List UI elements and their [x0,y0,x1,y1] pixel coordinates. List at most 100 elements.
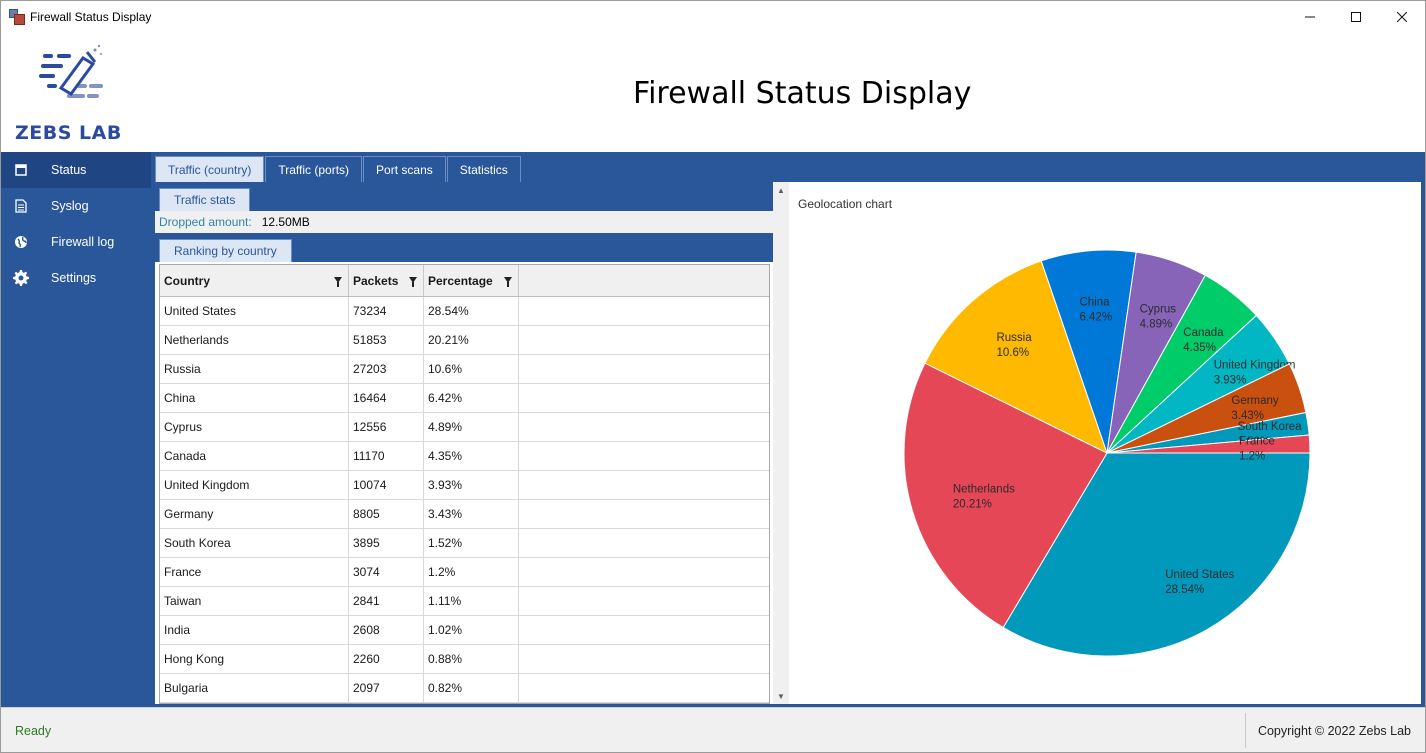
packets-cell: 2260 [349,645,424,673]
vertical-scrollbar[interactable]: ▲ ▼ [773,182,789,704]
table-row[interactable]: Netherlands 51853 20.21% [160,326,769,355]
traffic-panel: Traffic stats Dropped amount: 12.50MB Ra… [155,182,773,704]
percentage-cell: 10.6% [424,355,519,383]
pie-slice-netherlands[interactable] [903,362,1108,629]
percentage-cell: 1.52% [424,529,519,557]
filler-cell [519,529,769,557]
window-controls [1287,1,1425,32]
pie-slice-france[interactable] [1106,434,1311,454]
slice-label: United States [1165,569,1234,581]
copyright-text: Copyright © 2022 Zebs Lab [1257,724,1411,738]
main-area: Traffic (country) Traffic (ports) Port s… [151,152,1425,707]
country-cell: France [160,558,349,586]
pie-slice-russia[interactable] [924,260,1108,454]
tab-traffic-ports[interactable]: Traffic (ports) [265,156,363,182]
table-row[interactable]: Hong Kong 2260 0.88% [160,645,769,674]
slice-label: Netherlands [953,484,1015,496]
slice-percent-label: 10.6% [996,347,1029,359]
country-cell: United Kingdom [160,471,349,499]
slice-label: France [1239,436,1275,448]
maximize-button[interactable] [1333,1,1379,32]
sidebar-item-firewall-log[interactable]: Firewall log [1,224,151,260]
slice-label: Germany [1231,395,1279,407]
logo-text: ZEBS LAB [15,122,122,144]
percentage-cell: 6.42% [424,384,519,412]
percentage-cell: 0.88% [424,645,519,673]
sidebar-item-status[interactable]: Status [1,152,151,188]
percentage-cell: 1.11% [424,587,519,615]
tab-content: Traffic stats Dropped amount: 12.50MB Ra… [155,182,1421,704]
filler-cell [519,297,769,325]
scroll-down-icon[interactable]: ▼ [777,691,785,701]
slice-percent-label: 3.43% [1231,410,1264,422]
slice-label: South Korea [1238,421,1303,433]
packets-cell: 8805 [349,500,424,528]
column-header-label: Country [164,273,210,288]
country-cell: South Korea [160,529,349,557]
column-header-country[interactable]: Country [160,265,349,296]
table-row[interactable]: Germany 8805 3.43% [160,500,769,529]
packets-cell: 16464 [349,384,424,412]
sidebar-item-settings[interactable]: Settings [1,260,151,296]
filter-icon[interactable] [409,277,417,287]
minimize-button[interactable] [1287,1,1333,32]
packets-cell: 2608 [349,616,424,644]
column-header-packets[interactable]: Packets [349,265,424,296]
filter-icon[interactable] [334,277,342,287]
table-row[interactable]: South Korea 3895 1.52% [160,529,769,558]
ranking-header: Ranking by country [155,233,773,262]
filler-cell [519,645,769,673]
country-cell: India [160,616,349,644]
percentage-cell: 28.54% [424,297,519,325]
pie-slice-china[interactable] [1040,249,1137,454]
table-header-row: Country Packets Percentage [160,265,769,297]
table-row[interactable]: Bulgaria 2097 0.82% [160,674,769,703]
country-cell: Netherlands [160,326,349,354]
tab-traffic-stats[interactable]: Traffic stats [159,188,251,211]
column-header-percentage[interactable]: Percentage [424,265,519,296]
slice-percent-label: 4.89% [1140,318,1173,330]
table-row[interactable]: France 3074 1.2% [160,558,769,587]
country-cell: Canada [160,442,349,470]
table-row[interactable]: China 16464 6.42% [160,384,769,413]
sidebar-item-label: Syslog [51,199,89,213]
packets-cell: 27203 [349,355,424,383]
slice-label: Russia [996,332,1032,344]
table-row[interactable]: India 2608 1.02% [160,616,769,645]
sidebar-item-label: Firewall log [51,235,115,249]
status-text: Ready [15,724,52,738]
status-bar: Ready Copyright © 2022 Zebs Lab [1,707,1425,752]
close-button[interactable] [1379,1,1425,32]
slice-label: Canada [1183,327,1224,339]
tab-ranking-by-country[interactable]: Ranking by country [159,239,292,262]
pie-chart: United States 28.54% Netherlands 20.21% Russ… [903,249,1311,657]
status-separator [1245,713,1246,748]
table-row[interactable]: United States 73234 28.54% [160,297,769,326]
dropped-amount-value: 12.50MB [261,215,310,229]
tab-statistics[interactable]: Statistics [446,156,521,182]
ranking-table: Country Packets Percentage U [159,264,770,704]
percentage-cell: 1.02% [424,616,519,644]
table-row[interactable]: Taiwan 2841 1.11% [160,587,769,616]
app-header: ZEBS LAB Firewall Status Display [1,32,1425,152]
sidebar-item-syslog[interactable]: Syslog [1,188,151,224]
slice-percent-label: 28.54% [1165,584,1204,596]
tab-traffic-country[interactable]: Traffic (country) [155,156,265,182]
pie-slice-united-states[interactable] [1002,452,1311,657]
traffic-stats-header: Traffic stats [155,182,773,211]
dropped-amount-row: Dropped amount: 12.50MB [155,211,773,233]
packets-cell: 3074 [349,558,424,586]
table-row[interactable]: Canada 11170 4.35% [160,442,769,471]
filler-cell [519,326,769,354]
scroll-up-icon[interactable]: ▲ [777,185,785,195]
packets-cell: 73234 [349,297,424,325]
filter-icon[interactable] [504,277,512,287]
table-row[interactable]: United Kingdom 10074 3.93% [160,471,769,500]
tab-port-scans[interactable]: Port scans [363,156,446,182]
table-row[interactable]: Cyprus 12556 4.89% [160,413,769,442]
country-cell: Germany [160,500,349,528]
slice-label: United Kingdom [1214,360,1296,372]
filler-cell [519,355,769,383]
table-row[interactable]: Russia 27203 10.6% [160,355,769,384]
